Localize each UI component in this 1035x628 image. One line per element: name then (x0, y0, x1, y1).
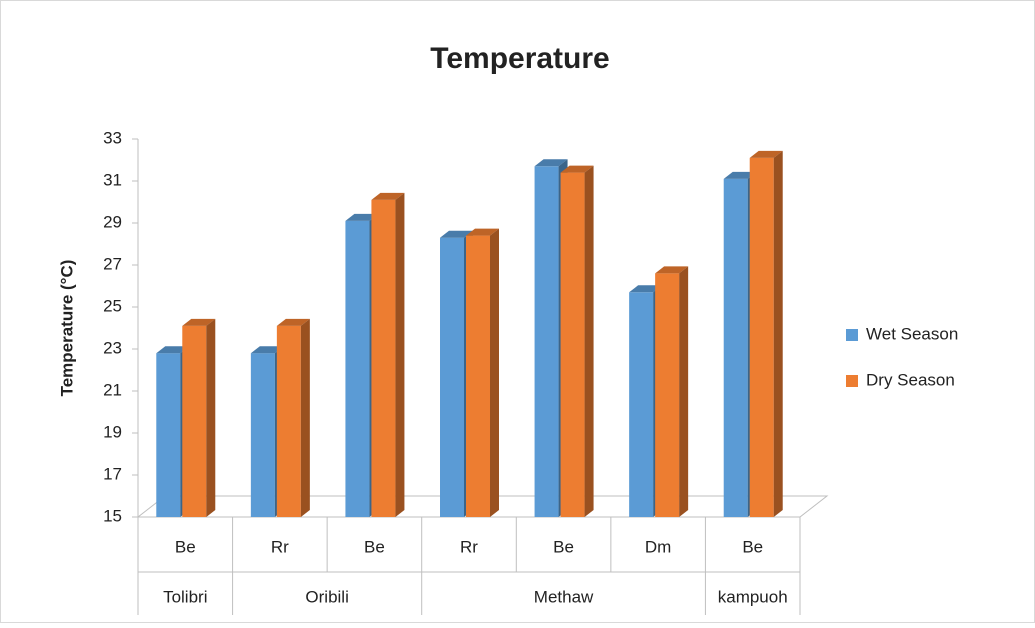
bar-side (490, 228, 499, 517)
y-tick-label: 31 (103, 170, 122, 189)
x-tick-label: Dm (645, 537, 671, 556)
legend-label: Wet Season (866, 324, 958, 343)
bar-front (276, 325, 301, 517)
bar-front (345, 220, 370, 517)
bar (182, 318, 216, 517)
bar-front (466, 235, 490, 517)
bar (276, 318, 310, 517)
group-label: Methaw (534, 587, 594, 606)
bar-top (560, 165, 594, 173)
bar-front (655, 273, 680, 517)
bar-top (345, 213, 379, 221)
x-tick-label: Be (553, 537, 574, 556)
x-tick-label: Rr (271, 537, 289, 556)
x-tick-label: Rr (460, 537, 478, 556)
legend-swatch (846, 375, 858, 387)
bar-front (534, 166, 559, 518)
y-tick-label: 33 (103, 128, 122, 147)
bar-top (276, 318, 310, 326)
bar-front (749, 157, 774, 517)
x-tick-label: Be (364, 537, 385, 556)
bar-top (749, 150, 783, 158)
y-tick-label: 21 (103, 380, 122, 399)
bar-top (440, 230, 473, 238)
y-tick-label: 17 (103, 464, 122, 483)
bar-top (655, 266, 689, 274)
bar (371, 192, 405, 517)
y-tick-label: 27 (103, 254, 122, 273)
bar-front (156, 353, 181, 517)
bar-front (440, 237, 464, 517)
bar-side (773, 150, 783, 517)
bar-front (560, 172, 585, 517)
bar-front (371, 199, 396, 517)
bar-top (466, 228, 499, 236)
bar-front (723, 178, 748, 517)
bar-side (300, 318, 310, 517)
bar (560, 165, 594, 517)
x-tick-label: Be (175, 537, 196, 556)
bar-side (584, 165, 594, 517)
group-label: kampuoh (718, 587, 788, 606)
bar (749, 150, 783, 517)
y-tick-label: 19 (103, 422, 122, 441)
y-axis-label: Temperature (°C) (57, 260, 76, 397)
chart-title: Temperature (430, 42, 610, 75)
y-tick-label: 29 (103, 212, 122, 231)
bar-top (250, 346, 284, 354)
legend-label: Dry Season (866, 370, 955, 389)
group-label: Oribili (305, 587, 348, 606)
y-tick-label: 25 (103, 296, 122, 315)
bar-top (371, 192, 405, 200)
bar-top (534, 159, 568, 167)
bar-side (206, 318, 216, 517)
bar-top (629, 285, 663, 293)
bar-top (156, 346, 190, 354)
bar-top (182, 318, 216, 326)
x-tick-label: Be (742, 537, 763, 556)
bar (655, 266, 689, 517)
bar-front (182, 325, 207, 517)
bar-top (723, 171, 757, 179)
y-tick-label: 15 (103, 506, 122, 525)
bar-front (629, 292, 654, 517)
bar-front (250, 353, 275, 517)
group-label: Tolibri (163, 587, 207, 606)
y-tick-label: 23 (103, 338, 122, 357)
bar-side (679, 266, 689, 517)
legend-swatch (846, 329, 858, 341)
bar (466, 228, 499, 517)
bar-side (395, 192, 405, 517)
